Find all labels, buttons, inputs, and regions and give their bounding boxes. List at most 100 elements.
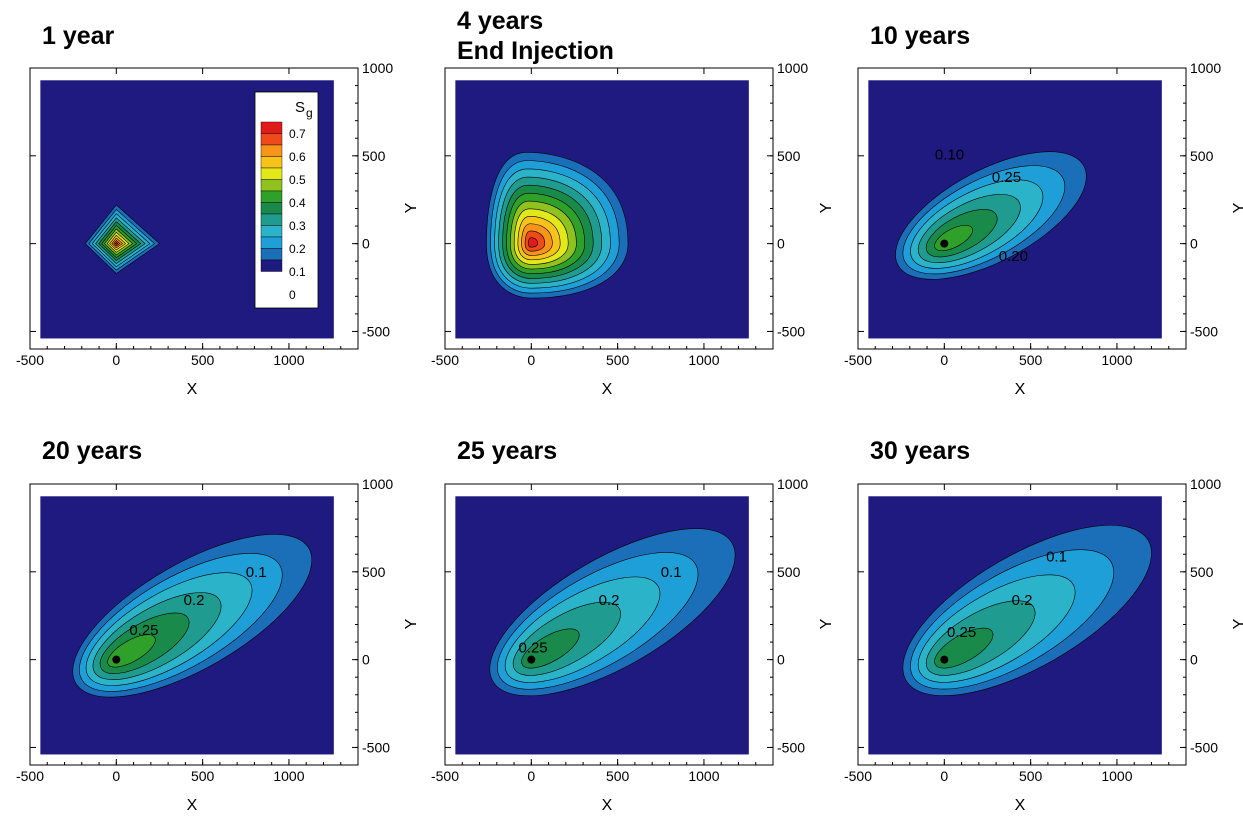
x-tick-label: 1000 bbox=[1101, 768, 1132, 784]
panel-title: 1 year bbox=[42, 22, 115, 50]
legend-level-label: 0.4 bbox=[289, 196, 306, 210]
legend-swatch bbox=[260, 144, 283, 157]
contour-band bbox=[521, 628, 580, 669]
x-tick-label: 0 bbox=[527, 768, 535, 784]
x-axis-label: X bbox=[187, 381, 198, 398]
x-axis-label: X bbox=[602, 797, 613, 814]
x-axis-label: X bbox=[602, 381, 613, 398]
legend-swatch bbox=[260, 236, 283, 249]
legend-level-label: 0.6 bbox=[289, 150, 306, 164]
y-axis-label: Y bbox=[403, 202, 420, 213]
contour-fills bbox=[902, 524, 1152, 696]
contour-value-label: 0.10 bbox=[935, 146, 964, 163]
contour-value-label: 0.2 bbox=[184, 592, 205, 609]
x-tick-label: 0 bbox=[527, 352, 535, 368]
y-tick-label: 1000 bbox=[362, 60, 393, 76]
y-tick-label: 500 bbox=[1190, 148, 1214, 164]
well-marker bbox=[940, 239, 949, 248]
x-tick-label: 500 bbox=[606, 352, 630, 368]
x-tick-label: 500 bbox=[606, 768, 630, 784]
y-tick-label: -500 bbox=[777, 739, 805, 755]
legend-level-label: 0.2 bbox=[289, 242, 306, 256]
legend-title: S bbox=[295, 99, 305, 116]
legend-swatch bbox=[260, 133, 283, 146]
y-axis-label: Y bbox=[1231, 618, 1243, 629]
y-axis-label: Y bbox=[818, 202, 835, 213]
legend-swatch bbox=[260, 202, 283, 215]
y-tick-label: -500 bbox=[1190, 323, 1218, 339]
panel-title: 10 years bbox=[870, 22, 971, 50]
legend-swatch bbox=[260, 259, 283, 272]
well-marker bbox=[112, 655, 121, 664]
legend-swatch bbox=[260, 248, 283, 261]
x-tick-label: -500 bbox=[431, 768, 459, 784]
y-tick-label: -500 bbox=[362, 323, 390, 339]
contour-fills bbox=[489, 528, 736, 697]
contour-panel: -500 0 500 1000 -500 0 500 1000 X Y 0.1 0.2 0.25 bbox=[844, 476, 1243, 814]
contour-band bbox=[528, 237, 538, 248]
contour-value-label: 0.1 bbox=[661, 564, 682, 581]
contour-panel: -500 0 500 1000 -500 0 500 1000 X Y bbox=[431, 60, 835, 398]
x-tick-label: -500 bbox=[844, 352, 872, 368]
x-tick-label: 500 bbox=[191, 352, 215, 368]
y-tick-label: 0 bbox=[777, 236, 785, 252]
contour-panel: -500 0 500 1000 -500 0 500 1000 X Y S g0.7 0.6 0.5 0.4… bbox=[16, 60, 420, 398]
contour-value-label: 0.2 bbox=[1012, 592, 1033, 609]
x-tick-label: 0 bbox=[940, 768, 948, 784]
contour-fills bbox=[84, 204, 160, 274]
y-tick-label: 1000 bbox=[777, 476, 808, 492]
contour-panel: -500 0 500 1000 -500 0 500 1000 X Y 0.10 0.25 0.20 bbox=[844, 60, 1243, 398]
contour-value-label: 0.1 bbox=[246, 564, 267, 581]
legend-swatch bbox=[260, 156, 283, 169]
x-tick-label: 1000 bbox=[1101, 352, 1132, 368]
legend-level-label: 0.7 bbox=[289, 127, 306, 141]
x-tick-label: 500 bbox=[1019, 352, 1043, 368]
legend-swatch bbox=[260, 121, 283, 134]
legend-level-label: 0.5 bbox=[289, 173, 306, 187]
x-tick-label: 1000 bbox=[273, 768, 304, 784]
x-tick-label: -500 bbox=[16, 768, 44, 784]
x-tick-label: 0 bbox=[940, 352, 948, 368]
y-tick-label: 1000 bbox=[1190, 476, 1221, 492]
contour-value-label: 0.25 bbox=[992, 169, 1021, 186]
legend-level-label: 0.3 bbox=[289, 219, 306, 233]
y-tick-label: 500 bbox=[777, 148, 801, 164]
y-tick-label: 0 bbox=[1190, 236, 1198, 252]
panel-title: 20 years bbox=[42, 437, 143, 465]
panel-title: 25 years bbox=[457, 437, 558, 465]
contour-value-label: 0.25 bbox=[129, 622, 158, 639]
x-tick-label: -500 bbox=[844, 768, 872, 784]
y-axis-label: Y bbox=[1231, 202, 1243, 213]
y-tick-label: 500 bbox=[777, 564, 801, 580]
x-tick-label: 1000 bbox=[688, 352, 719, 368]
y-tick-label: -500 bbox=[1190, 739, 1218, 755]
legend-swatch bbox=[260, 213, 283, 226]
y-tick-label: 1000 bbox=[777, 60, 808, 76]
x-tick-label: 0 bbox=[112, 352, 120, 368]
y-tick-label: 500 bbox=[362, 148, 386, 164]
well-marker bbox=[527, 655, 536, 664]
contour-panel: -500 0 500 1000 -500 0 500 1000 X Y 0.1 0.2 0.25 bbox=[431, 476, 835, 814]
legend-title-subscript: g bbox=[306, 106, 313, 120]
x-axis-label: X bbox=[187, 797, 198, 814]
y-tick-label: 1000 bbox=[362, 476, 393, 492]
x-tick-label: 500 bbox=[1019, 768, 1043, 784]
panel-subtitle: End Injection bbox=[457, 37, 614, 65]
x-axis-label: X bbox=[1015, 381, 1026, 398]
contour-value-label: 0.25 bbox=[947, 624, 976, 641]
x-tick-label: 1000 bbox=[273, 352, 304, 368]
x-tick-label: -500 bbox=[16, 352, 44, 368]
well-marker bbox=[940, 655, 949, 664]
y-tick-label: 500 bbox=[362, 564, 386, 580]
y-axis-label: Y bbox=[818, 618, 835, 629]
contour-band bbox=[934, 627, 994, 669]
x-tick-label: 500 bbox=[191, 768, 215, 784]
legend-swatch bbox=[260, 225, 283, 238]
contour-fills bbox=[72, 534, 313, 698]
contour-panel: -500 0 500 1000 -500 0 500 1000 X Y 0.1 0.2 0.25 bbox=[16, 476, 420, 814]
y-tick-label: 0 bbox=[777, 652, 785, 668]
contour-value-label: 0.2 bbox=[599, 592, 620, 609]
y-tick-label: 1000 bbox=[1190, 60, 1221, 76]
